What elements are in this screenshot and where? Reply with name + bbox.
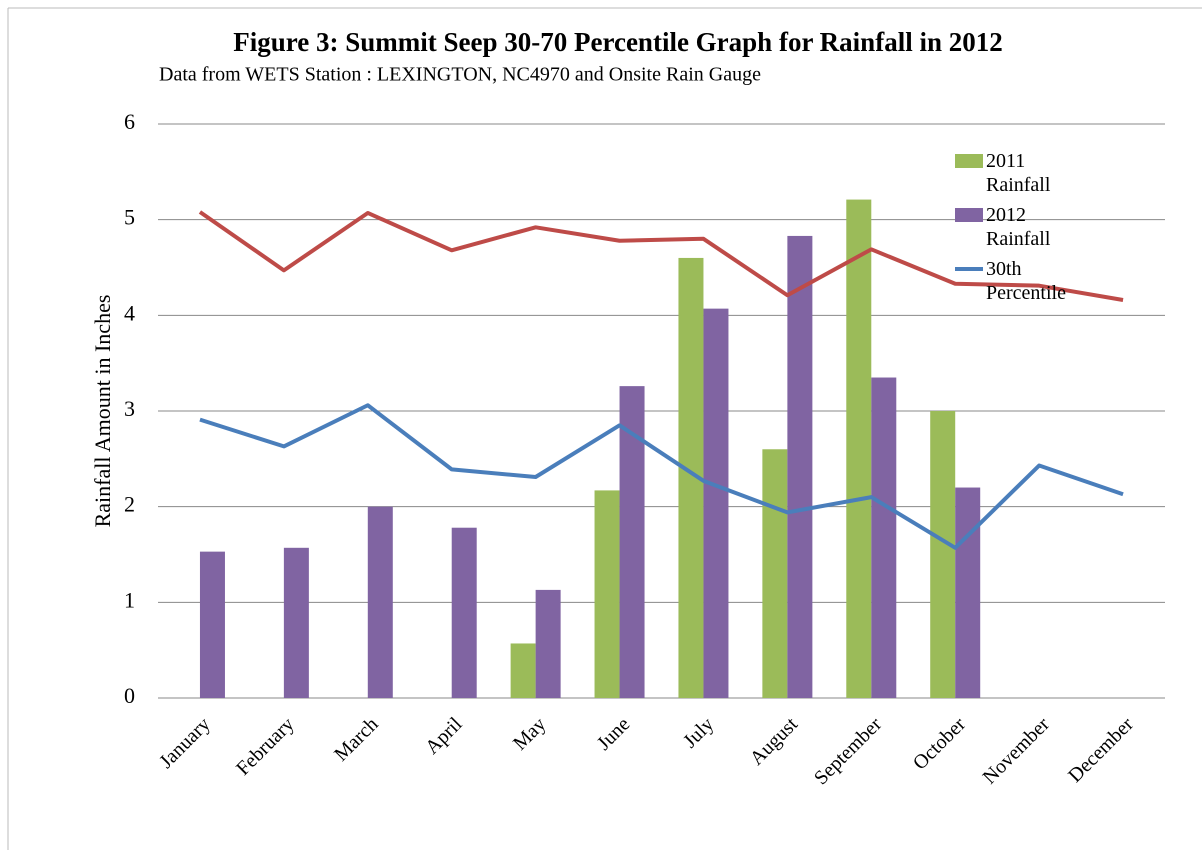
bar	[367, 506, 393, 698]
bar	[510, 643, 536, 698]
x-tick-label: April	[421, 713, 467, 759]
y-tick-label: 1	[124, 587, 135, 612]
line	[198, 210, 1124, 302]
x-tick-label: March	[330, 713, 382, 765]
bar	[199, 551, 225, 698]
y-tick-label: 4	[124, 300, 135, 325]
x-tick-label: December	[1064, 713, 1138, 787]
bar	[871, 377, 897, 698]
x-tick-label: October	[909, 713, 970, 774]
x-tick-label: November	[979, 713, 1054, 788]
x-tick-label: January	[155, 713, 215, 773]
bar	[283, 547, 309, 698]
y-tick-label: 5	[124, 205, 135, 230]
x-tick-label: September	[810, 713, 886, 789]
bar	[846, 199, 872, 698]
bar	[535, 589, 561, 698]
line	[199, 403, 1124, 550]
bar	[703, 308, 729, 698]
y-tick-label: 2	[124, 492, 135, 517]
chart-subtitle: Data from WETS Station : LEXINGTON, NC49…	[159, 64, 761, 86]
legend-swatch	[955, 154, 983, 168]
x-tick-label: May	[509, 713, 550, 754]
y-tick-label: 0	[124, 683, 135, 708]
x-tick-label: July	[679, 713, 718, 752]
legend-label: 2011 Rainfall	[986, 150, 1051, 196]
bar	[955, 487, 981, 698]
legend-label: 30th Percentile	[986, 258, 1066, 304]
chart-title: Figure 3: Summit Seep 30-70 Percentile G…	[233, 27, 1002, 57]
y-tick-label: 3	[124, 396, 135, 421]
bar	[762, 449, 788, 698]
y-axis-label: Rainfall Amount in Inches	[90, 295, 115, 528]
legend-label: 2012 Rainfall	[986, 204, 1051, 250]
bar	[787, 235, 813, 698]
legend-swatch	[955, 208, 983, 222]
bar	[930, 411, 956, 698]
bar	[451, 527, 477, 698]
bar	[594, 490, 620, 698]
x-tick-label: August	[746, 713, 803, 770]
x-tick-label: February	[232, 713, 299, 780]
y-tick-label: 6	[124, 109, 135, 134]
x-tick-label: June	[593, 713, 635, 755]
